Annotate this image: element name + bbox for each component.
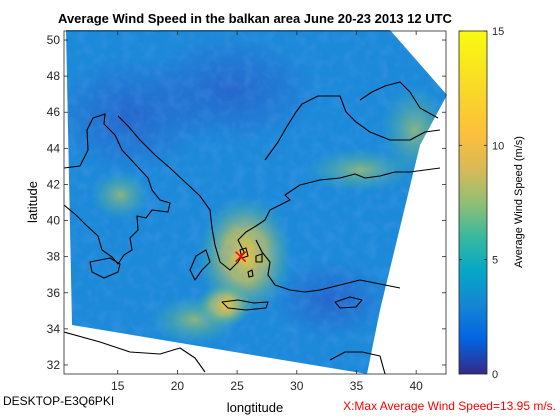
coastlines — [64, 81, 441, 374]
y-tick-label: 38 — [47, 250, 61, 264]
colorbar-tick-label: 0 — [492, 369, 498, 381]
colorbar-tick-label: 15 — [492, 26, 504, 38]
colorbar — [458, 30, 488, 375]
x-tick-label: 30 — [290, 379, 304, 393]
map-title: Average Wind Speed in the balkan area Ju… — [58, 11, 453, 26]
y-axis-ticks — [64, 39, 446, 366]
y-tick-label: 40 — [47, 214, 61, 228]
y-tick-label: 34 — [47, 322, 61, 336]
colorbar-ticks — [459, 30, 487, 375]
colorbar-tick-label: 10 — [492, 140, 504, 152]
y-tick-label: 46 — [47, 105, 61, 119]
y-tick-label: 36 — [47, 286, 61, 300]
colorbar-label: Average Wind Speed (m/s) — [513, 136, 525, 268]
x-tick-labels: 15 20 25 30 35 40 — [111, 379, 423, 393]
x-tick-label: 35 — [350, 379, 364, 393]
x-tick-label: 40 — [409, 379, 423, 393]
y-tick-label: 48 — [47, 69, 61, 83]
y-tick-labels: 32 34 36 38 40 42 44 46 48 50 — [47, 33, 61, 372]
x-tick-label: 25 — [230, 379, 244, 393]
map-axes-box — [63, 30, 447, 375]
max-wind-annotation: X:Max Average Wind Speed=13.95 m/s. — [343, 399, 556, 413]
y-tick-label: 50 — [47, 33, 61, 47]
y-axis-label: latitude — [25, 181, 40, 223]
y-tick-label: 44 — [47, 141, 61, 155]
computer-name-footer: DESKTOP-E3Q6PKI — [3, 394, 114, 408]
y-tick-label: 42 — [47, 177, 61, 191]
max-wind-marker — [235, 251, 247, 263]
x-tick-label: 20 — [171, 379, 185, 393]
x-axis-ticks — [117, 31, 417, 374]
colorbar-tick-label: 5 — [492, 255, 498, 267]
x-tick-label: 15 — [111, 379, 125, 393]
y-tick-label: 32 — [47, 358, 61, 372]
max-marker-stroke — [235, 251, 247, 263]
colorbar-tick-labels: 0 5 10 15 — [492, 26, 504, 381]
wind-speed-field — [66, 30, 447, 374]
x-axis-label: longtitude — [227, 400, 283, 415]
